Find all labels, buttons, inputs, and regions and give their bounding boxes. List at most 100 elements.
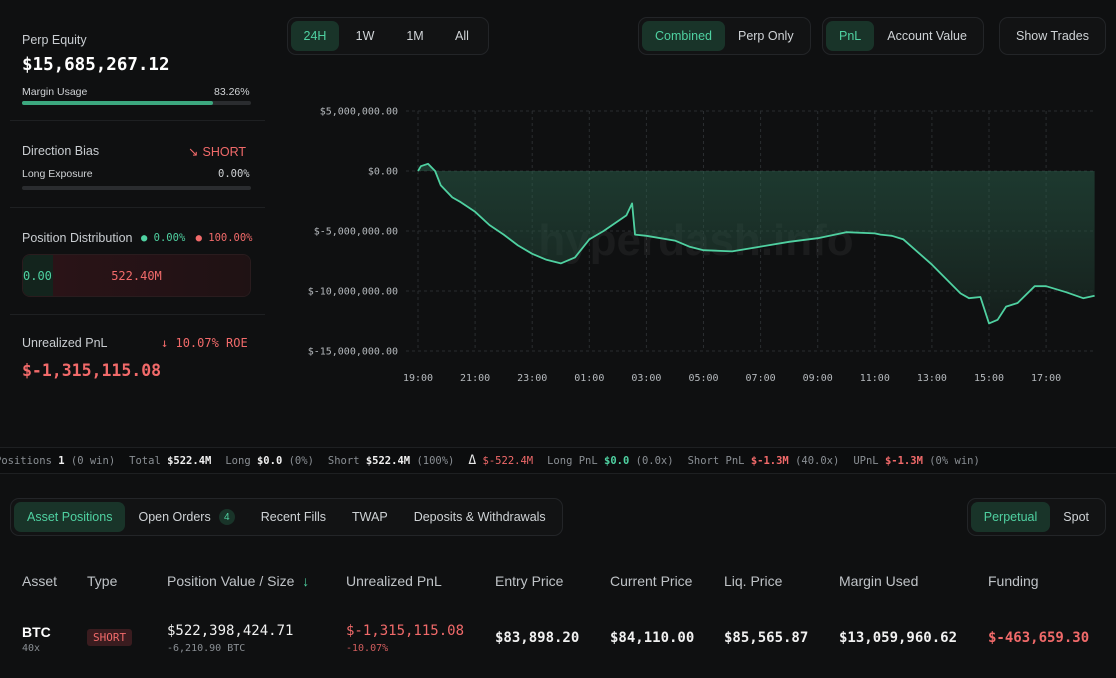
tab-24h[interactable]: 24H — [291, 21, 339, 51]
direction-bias-indicator: ↘ SHORT — [188, 144, 246, 159]
tab-recent-fills[interactable]: Recent Fills — [260, 510, 327, 524]
account-summary-panel: Perp Equity $15,685,267.12 Margin Usage … — [0, 0, 265, 420]
time-range-tabs: 24H 1W 1M All — [287, 17, 489, 55]
pnl-area-fill — [418, 163, 1095, 324]
stat-short-pnl: Short PnL $-1.3M (40.0x) — [687, 454, 840, 467]
stat-total: Total $522.4M — [129, 454, 212, 467]
x-tick-label: 05:00 — [688, 373, 718, 384]
perp-equity-value: $15,685,267.12 — [22, 55, 170, 75]
distribution-long-segment: 0.00 — [23, 255, 53, 296]
unrealized-pnl-section: Unrealized PnL ↓ 10.07% ROE $-1,315,115.… — [10, 315, 265, 405]
row-pnl-percent: -10.07% — [346, 643, 389, 654]
y-tick-label: $-5,000,000.00 — [314, 227, 398, 238]
pnl-chart-panel: 24H 1W 1M All Combined Perp Only PnL Acc… — [276, 0, 1116, 420]
stat-delta: Δ $-522.4M — [468, 453, 534, 468]
stat-upnl: UPnL $-1.3M (0% win) — [853, 454, 980, 467]
direction-bias-value: SHORT — [202, 145, 247, 159]
distribution-long-value: 0.00 — [23, 268, 52, 283]
tab-pnl[interactable]: PnL — [826, 21, 875, 51]
position-distribution-label: Position Distribution — [22, 231, 133, 245]
header-liq-price[interactable]: Liq. Price — [724, 573, 783, 589]
x-tick-label: 17:00 — [1031, 373, 1061, 384]
row-liq-price: $85,565.87 — [724, 630, 809, 646]
position-type-badge: SHORT — [87, 629, 133, 646]
y-tick-label: $0.00 — [368, 167, 398, 178]
header-entry-price[interactable]: Entry Price — [495, 573, 564, 589]
perp-equity-label: Perp Equity — [22, 33, 87, 47]
distribution-legend: ● 0.00% ● 100.00% — [141, 232, 253, 244]
stat-long: Long $0.0 (0%) — [225, 454, 314, 467]
long-exposure-bar — [22, 186, 251, 190]
direction-bias-label: Direction Bias — [22, 144, 100, 158]
short-dot-icon: ● — [195, 232, 202, 244]
long-exposure-value: 0.00% — [218, 168, 250, 180]
tab-account-value[interactable]: Account Value — [887, 29, 967, 43]
tab-open-orders[interactable]: Open Orders 4 — [125, 502, 247, 532]
tab-spot[interactable]: Spot — [1063, 510, 1089, 524]
metric-tabs: PnL Account Value — [822, 17, 984, 55]
trend-down-icon: ↘ — [188, 145, 199, 159]
margin-usage-bar — [22, 101, 251, 105]
x-tick-label: 15:00 — [974, 373, 1004, 384]
header-position-value[interactable]: Position Value / Size ↓ — [167, 573, 309, 589]
header-funding[interactable]: Funding — [988, 573, 1039, 589]
arrow-down-icon: ↓ — [161, 336, 169, 350]
row-unrealized-pnl: $-1,315,115.08 — [346, 623, 465, 639]
tab-1w[interactable]: 1W — [355, 29, 375, 43]
tab-1m[interactable]: 1M — [406, 29, 424, 43]
x-tick-label: 09:00 — [803, 373, 833, 384]
row-asset[interactable]: BTC — [22, 624, 51, 640]
header-unrealized-pnl[interactable]: Unrealized PnL — [346, 573, 442, 589]
unrealized-pnl-value: $-1,315,115.08 — [22, 361, 162, 380]
row-position-size: -6,210.90 BTC — [167, 643, 246, 654]
header-type[interactable]: Type — [87, 573, 118, 589]
row-entry-price: $83,898.20 — [495, 630, 580, 646]
row-margin-used: $13,059,960.62 — [839, 630, 958, 646]
long-dot-icon: ● — [141, 232, 148, 244]
roe-indicator: ↓ 10.07% ROE — [161, 336, 248, 350]
tab-asset-positions[interactable]: Asset Positions — [14, 502, 126, 532]
positions-stats-bar: Positions 1 (0 win) Total $522.4M Long $… — [0, 447, 1116, 474]
direction-bias-section: Direction Bias ↘ SHORT Long Exposure 0.00… — [10, 121, 265, 208]
pnl-series-line — [417, 162, 1095, 325]
x-tick-label: 07:00 — [746, 373, 776, 384]
header-margin-used[interactable]: Margin Used — [839, 573, 919, 589]
tab-all[interactable]: All — [455, 29, 469, 43]
y-tick-label: $-10,000,000.00 — [308, 287, 398, 298]
tab-open-orders-label: Open Orders — [138, 510, 211, 524]
y-tick-label: $-15,000,000.00 — [308, 347, 398, 358]
header-current-price[interactable]: Current Price — [610, 573, 693, 589]
x-tick-label: 11:00 — [860, 373, 890, 384]
long-exposure-label: Long Exposure — [22, 168, 93, 180]
open-orders-count-badge: 4 — [218, 509, 235, 525]
sort-desc-icon: ↓ — [302, 573, 310, 589]
margin-usage-fill — [22, 101, 213, 105]
delta-icon: Δ — [468, 453, 477, 468]
position-tabs: Asset Positions Open Orders 4 Recent Fill… — [10, 498, 563, 536]
x-tick-label: 21:00 — [460, 373, 490, 384]
tab-perpetual[interactable]: Perpetual — [970, 502, 1051, 532]
x-tick-label: 03:00 — [631, 373, 661, 384]
equity-section: Perp Equity $15,685,267.12 Margin Usage … — [10, 0, 265, 121]
show-trades-button[interactable]: Show Trades — [1016, 29, 1089, 43]
position-distribution-section: Position Distribution ● 0.00% ● 100.00% … — [10, 208, 265, 315]
row-current-price: $84,110.00 — [610, 630, 695, 646]
distribution-short-segment: 522.40M — [53, 255, 250, 296]
tab-deposits-withdrawals[interactable]: Deposits & Withdrawals — [413, 510, 546, 524]
distribution-short-value: 522.40M — [111, 268, 162, 283]
distribution-bar: 0.00 522.40M — [22, 254, 251, 297]
show-trades-toggle: Show Trades — [999, 17, 1106, 55]
x-tick-label: 01:00 — [574, 373, 604, 384]
header-asset[interactable]: Asset — [22, 573, 58, 589]
distribution-long-pct: 0.00% — [153, 232, 186, 244]
header-position-value-label: Position Value / Size — [167, 573, 295, 589]
tab-perp-only[interactable]: Perp Only — [737, 29, 794, 43]
distribution-short-pct: 100.00% — [208, 232, 253, 244]
row-leverage: 40x — [22, 643, 41, 654]
y-tick-label: $5,000,000.00 — [320, 107, 398, 118]
stat-short: Short $522.4M (100%) — [327, 454, 455, 467]
stat-long-pnl: Long PnL $0.0 (0.0x) — [547, 454, 674, 467]
roe-value: 10.07% ROE — [175, 336, 248, 350]
tab-twap[interactable]: TWAP — [352, 510, 388, 524]
tab-combined[interactable]: Combined — [642, 21, 725, 51]
